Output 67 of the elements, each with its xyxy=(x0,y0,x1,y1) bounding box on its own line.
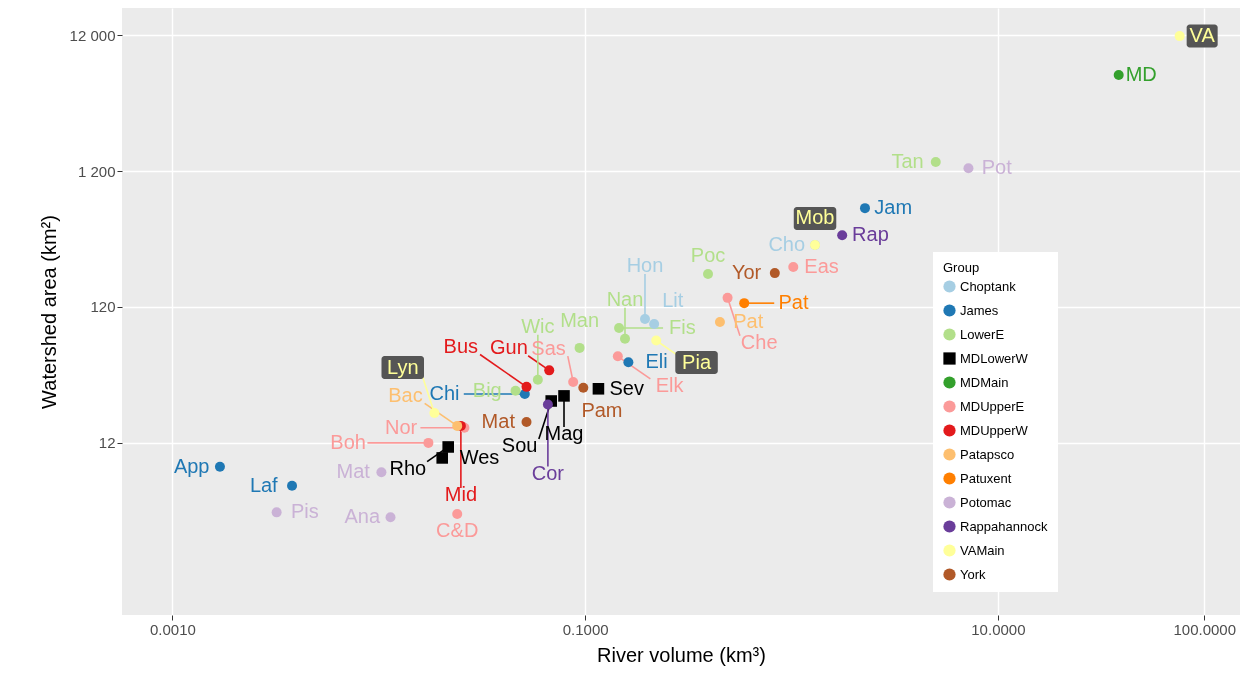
x-tick-label: 0.1000 xyxy=(562,620,609,638)
data-label: Sou xyxy=(501,434,538,457)
y-tick-label: 120 xyxy=(90,298,116,316)
data-label: Pat xyxy=(733,310,764,333)
legend-label: LowerE xyxy=(960,326,1005,342)
x-axis-title: River volume (km³) xyxy=(597,643,766,666)
data-label: VA xyxy=(1189,24,1216,47)
data-label: C&D xyxy=(436,519,479,542)
legend-label: Patapsco xyxy=(960,446,1015,462)
legend-label: VAMain xyxy=(960,542,1005,558)
data-label: Sev xyxy=(609,376,644,399)
legend-label: York xyxy=(960,566,987,582)
data-label: Pat xyxy=(778,291,809,314)
data-label: MD xyxy=(1125,63,1157,86)
legend-label: Patuxent xyxy=(960,470,1012,486)
data-label: Jam xyxy=(874,196,913,219)
legend-label: MDMain xyxy=(960,374,1009,390)
legend-label: James xyxy=(960,302,999,318)
data-label: Tan xyxy=(891,149,924,172)
data-label: Man xyxy=(560,309,600,332)
legend-label: Rappahannock xyxy=(960,518,1048,534)
data-label: Cho xyxy=(768,232,806,255)
x-tick-label: 10.0000 xyxy=(971,620,1026,638)
data-label: Pia xyxy=(682,350,712,373)
data-label: Nor xyxy=(385,415,418,438)
y-tick-label: 12 xyxy=(98,434,116,452)
data-label: Lit xyxy=(662,289,684,311)
data-label: Laf xyxy=(249,473,279,496)
data-label: Pis xyxy=(290,500,319,523)
y-axis-title: Watershed area (km²) xyxy=(37,215,60,409)
data-label: Yor xyxy=(731,261,762,284)
data-label: Bac xyxy=(388,383,423,406)
legend-label: MDLowerW xyxy=(960,350,1029,366)
data-label: Ana xyxy=(344,505,381,528)
data-label: Poc xyxy=(690,244,726,267)
y-tick-label: 1 200 xyxy=(77,162,116,180)
data-label: Chi xyxy=(429,381,460,404)
legend-title: Group xyxy=(943,260,980,275)
data-label: Pam xyxy=(581,398,623,421)
data-label: Boh xyxy=(330,430,366,453)
data-label: Fis xyxy=(668,316,696,339)
data-label: Mid xyxy=(444,483,477,506)
data-label: Mob xyxy=(795,206,835,229)
data-label: Hon xyxy=(626,254,664,277)
x-tick-label: 0.0010 xyxy=(149,620,196,638)
data-label: Pot xyxy=(981,156,1013,179)
data-label: Rho xyxy=(389,457,427,480)
data-label: Che xyxy=(740,331,778,354)
legend-label: Choptank xyxy=(960,278,1017,294)
data-label: App xyxy=(173,454,210,477)
data-label: Mat xyxy=(481,409,516,432)
data-label: Wic xyxy=(521,315,555,338)
y-tick-label: 12 000 xyxy=(69,26,116,44)
data-label: Eas xyxy=(804,255,839,278)
data-label: Cor xyxy=(531,461,565,484)
data-label: Bus xyxy=(443,335,479,357)
data-label: Nan xyxy=(606,288,644,311)
legend-label: MDUpperW xyxy=(960,422,1029,438)
x-tick-label: 100.0000 xyxy=(1173,620,1237,638)
data-label: Eli xyxy=(645,350,668,373)
data-label: Mat xyxy=(336,460,371,483)
legend-label: Potomac xyxy=(960,494,1012,510)
data-label: Elk xyxy=(655,374,685,397)
data-label: Gun xyxy=(489,336,528,359)
legend-label: MDUpperE xyxy=(960,398,1025,414)
data-label: Lyn xyxy=(386,355,419,378)
data-label: Rap xyxy=(852,223,889,246)
